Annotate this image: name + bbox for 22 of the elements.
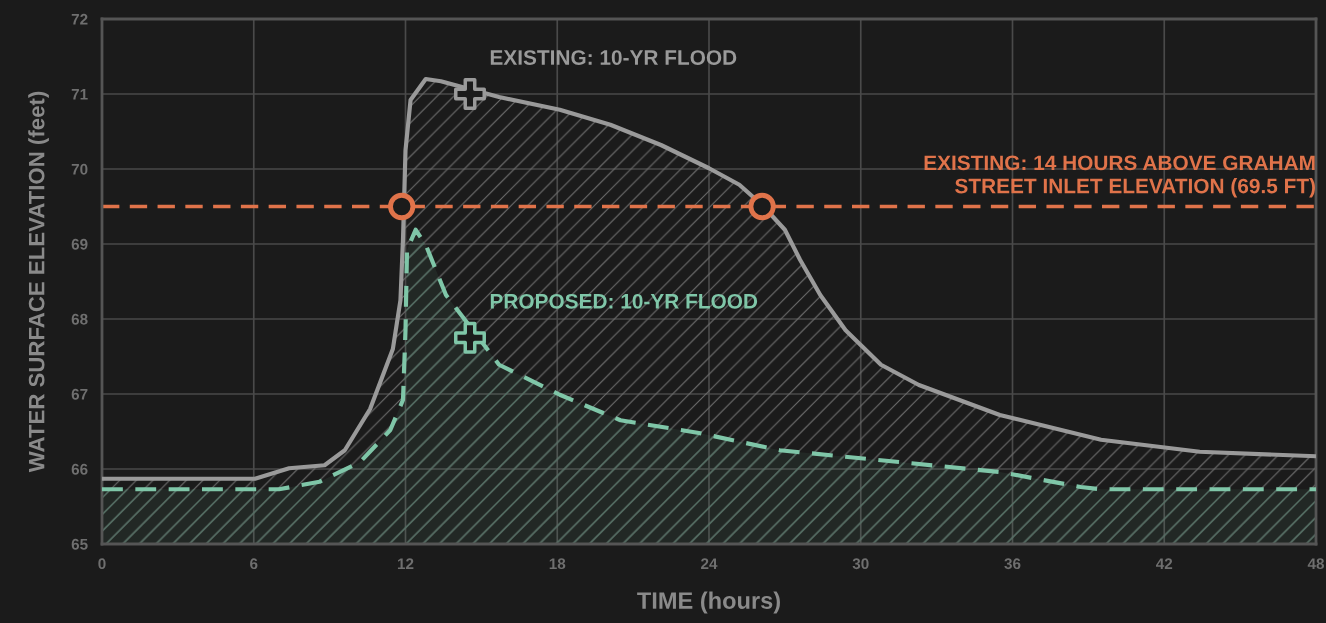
x-tick-label: 36	[1004, 558, 1021, 570]
y-tick-label: 69	[71, 238, 88, 250]
y-tick-label: 72	[71, 13, 88, 25]
x-tick-label: 24	[701, 558, 718, 569]
y-tick-label: 71	[71, 89, 88, 100]
x-tick-label: 42	[1155, 558, 1173, 569]
annotation: EXISTING: 10-YR FLOOD	[490, 50, 737, 65]
x-tick-label: 0	[98, 558, 106, 570]
y-axis-title: WATER SURFACE ELEVATION (feet)	[28, 91, 49, 473]
y-tick-label: 65	[71, 538, 88, 550]
x-tick-label: 30	[852, 558, 869, 570]
x-tick-label: 48	[1307, 558, 1325, 570]
annotation: PROPOSED: 10-YR FLOOD	[490, 293, 758, 309]
y-tick-label: 68	[71, 313, 88, 325]
y-tick-label: 66	[71, 463, 88, 475]
x-tick-label: 12	[397, 558, 414, 569]
ref-line-label: EXISTING: 14 HOURS ABOVE GRAHAM STREET INLET ELEVATION (69.5 FT)	[924, 155, 1315, 198]
y-tick-label: 67	[71, 388, 88, 400]
x-axis-title: TIME (hours)	[637, 591, 780, 614]
y-tick-label: 70	[71, 163, 88, 175]
x-tick-label: 18	[549, 558, 566, 570]
x-tick-label: 6	[250, 558, 258, 570]
